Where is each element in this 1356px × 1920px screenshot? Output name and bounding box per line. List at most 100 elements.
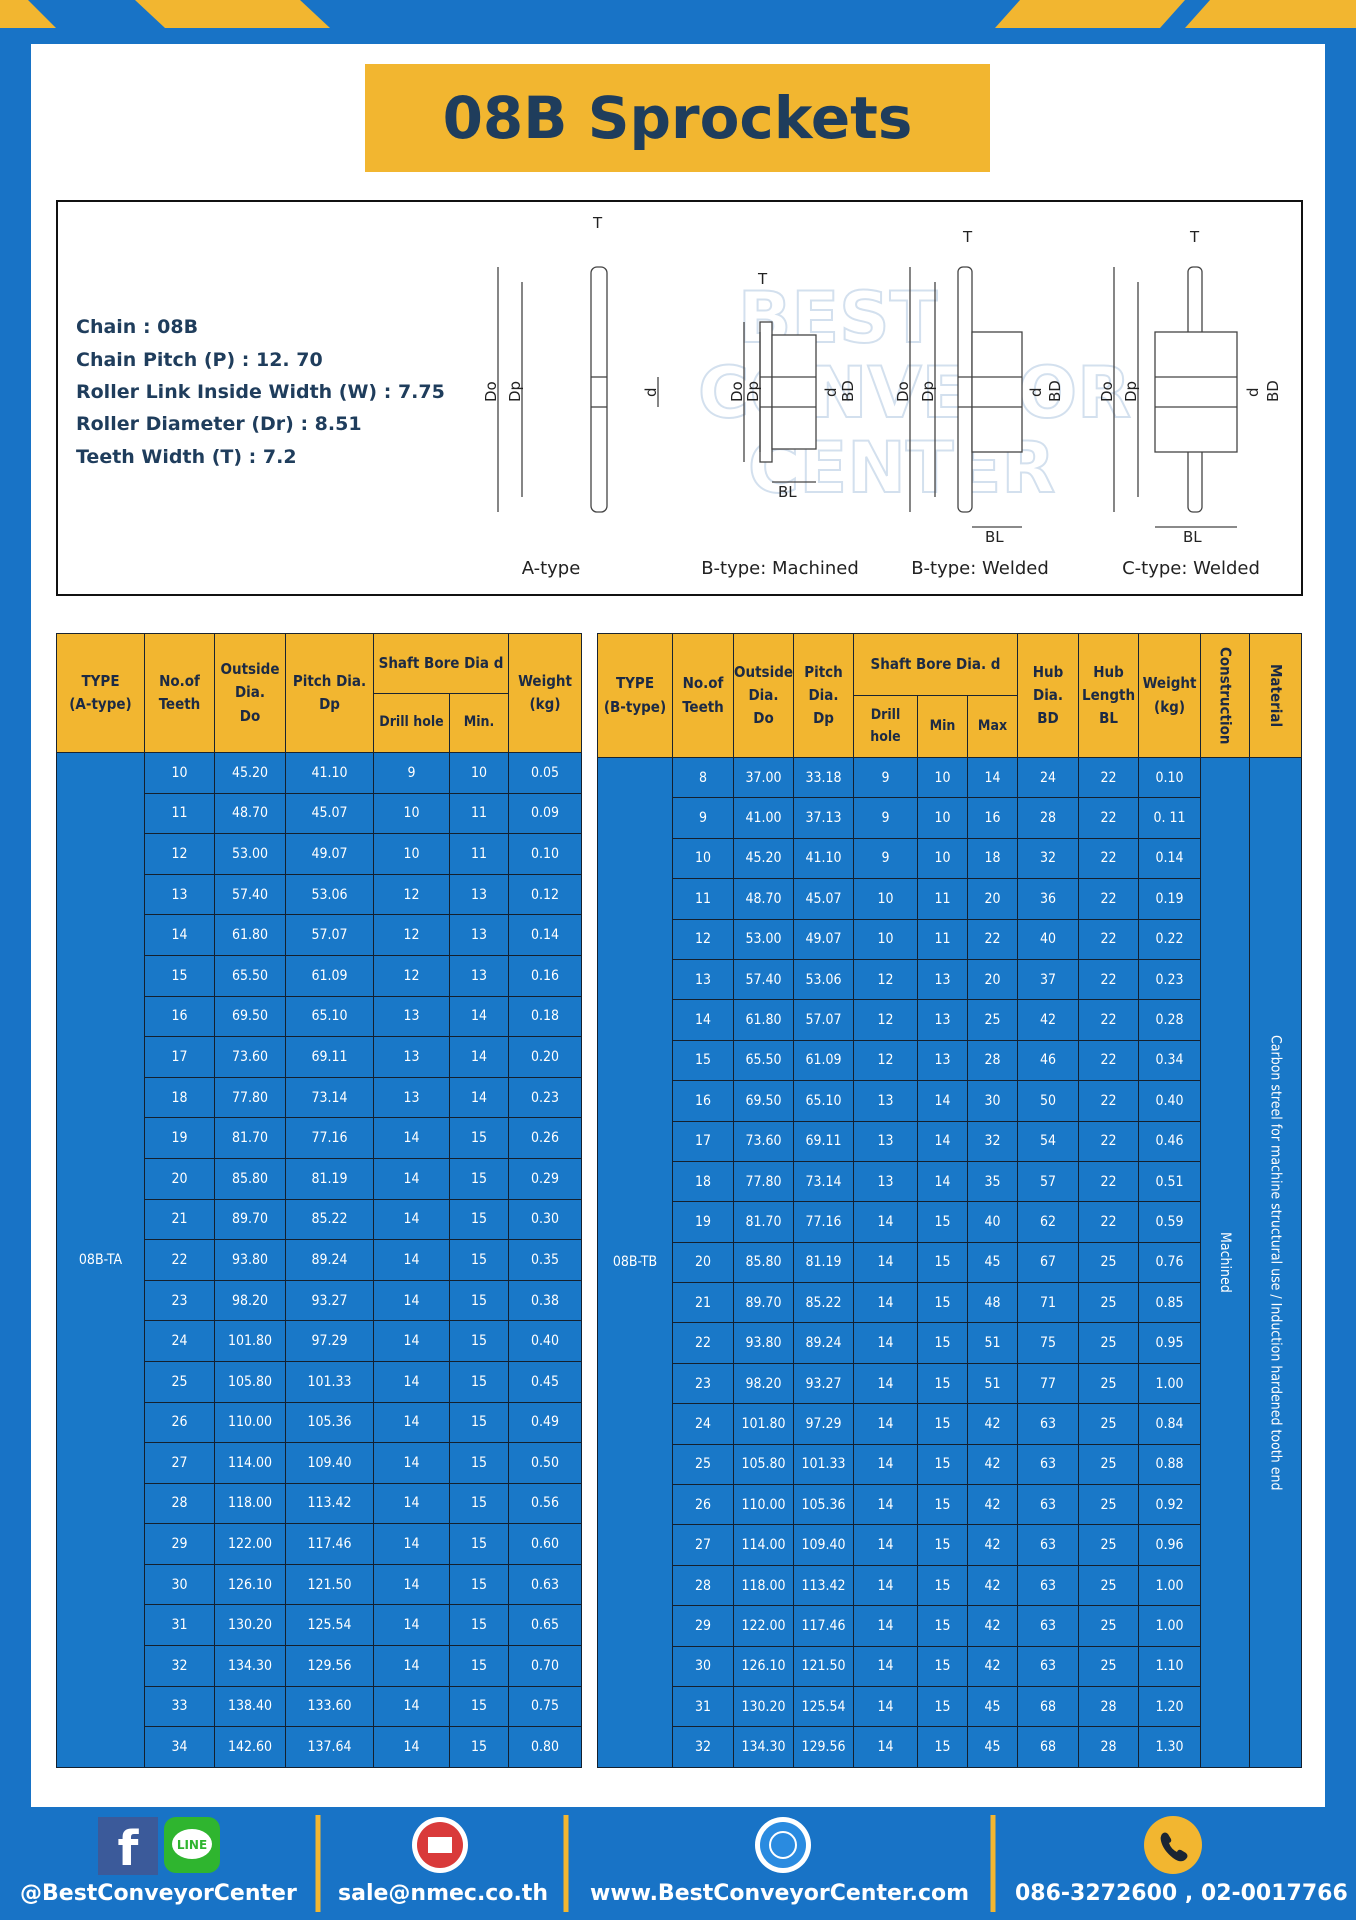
data-cell: 53.00 — [733, 918, 794, 960]
data-cell: 15 — [449, 1442, 509, 1484]
data-cell: 15 — [917, 1564, 968, 1607]
data-cell: 10 — [853, 918, 918, 960]
data-cell: 37 — [1017, 958, 1080, 1001]
data-cell: 14 — [917, 1120, 968, 1162]
data-cell: 89.24 — [285, 1239, 374, 1281]
data-cell: 0.75 — [508, 1685, 582, 1728]
header-text: BL — [1099, 709, 1118, 728]
data-cell: 0.10 — [508, 833, 582, 875]
data-cell: 73.60 — [733, 1120, 794, 1162]
dim-label: T — [962, 228, 973, 246]
header-text: Dia. — [808, 685, 839, 704]
data-cell: 98.20 — [733, 1362, 794, 1405]
data-cell: 37.00 — [733, 756, 794, 799]
data-cell: 1.00 — [1138, 1605, 1202, 1647]
data-row: 16 69.50 65.10 13 14 0.18 — [57, 995, 582, 1038]
header-text: Weight — [518, 671, 572, 690]
data-cell: 48.70 — [733, 878, 794, 920]
dim-label: Do — [1098, 381, 1116, 402]
data-cell: 28 — [144, 1482, 215, 1525]
data-cell: 15 — [917, 1605, 968, 1647]
data-cell: 97.29 — [793, 1403, 854, 1445]
data-cell: 65.10 — [285, 995, 374, 1038]
data-cell: 0.45 — [508, 1360, 582, 1403]
data-row: 27 114.00 109.40 14 15 0.50 — [57, 1442, 582, 1484]
header-text: Hub — [1032, 662, 1064, 681]
header-text: Pitch Dia. — [292, 671, 367, 690]
data-cell: 14 — [373, 1563, 450, 1606]
data-row: 21 89.70 85.22 14 15 0.30 — [57, 1198, 582, 1241]
data-cell: 49.07 — [793, 918, 854, 960]
data-cell: 10 — [917, 797, 968, 839]
data-cell: 134.30 — [214, 1645, 286, 1687]
data-cell: 48 — [966, 1282, 1019, 1324]
data-cell: 13 — [853, 1120, 918, 1162]
data-row: 31 130.20 125.54 14 15 45 68 28 1.20 — [598, 1685, 1302, 1728]
data-cell: 14 — [853, 1362, 918, 1405]
data-cell: 45 — [966, 1241, 1019, 1284]
material-cell: Carbon streel for machine structural use… — [1249, 757, 1303, 1768]
data-cell: 14 — [373, 1523, 450, 1565]
data-cell: 133.60 — [285, 1685, 374, 1728]
data-cell: 9 — [853, 837, 918, 880]
data-cell: 42 — [966, 1605, 1019, 1647]
data-cell: 50 — [1017, 1080, 1080, 1122]
header-text: Dia. — [234, 683, 266, 702]
data-cell: 45 — [966, 1685, 1019, 1728]
data-cell: 26 — [144, 1401, 215, 1444]
data-cell: 0.38 — [508, 1279, 582, 1322]
table-a-type: TYPE (A-type) No.of Teeth Outside Dia. Do Pitch… — [56, 633, 582, 1768]
data-cell: 28 — [1017, 797, 1080, 839]
data-cell: 11 — [672, 878, 734, 920]
data-row: 18 77.80 73.14 13 14 0.23 — [57, 1076, 582, 1119]
spec: Chain Pitch (P) : 12. 70 — [76, 349, 323, 371]
data-cell: 14 — [373, 1320, 450, 1362]
data-cell: 1.00 — [1138, 1564, 1202, 1607]
header-text: Length — [1081, 685, 1136, 704]
data-cell: 10 — [672, 837, 734, 880]
data-cell: 14 — [853, 1685, 918, 1728]
data-cell: 121.50 — [285, 1563, 374, 1606]
data-cell: 25 — [966, 999, 1019, 1041]
header-text: TYPE — [81, 671, 120, 690]
header-text: Teeth — [682, 697, 724, 716]
data-cell: 0.05 — [508, 752, 582, 794]
data-cell: 125.54 — [285, 1604, 374, 1647]
data-cell: 48.70 — [214, 792, 286, 835]
data-cell: 0.51 — [1138, 1160, 1202, 1203]
dim-label: BD — [1046, 380, 1064, 402]
data-cell: 122.00 — [733, 1605, 794, 1647]
data-cell: 0.29 — [508, 1157, 582, 1200]
data-cell: 14 — [853, 1241, 918, 1284]
data-cell: 12 — [373, 873, 450, 916]
data-cell: 0.50 — [508, 1442, 582, 1484]
data-cell: 101.33 — [285, 1360, 374, 1403]
data-cell: 25 — [1078, 1362, 1140, 1405]
header-cell: Max — [966, 695, 1019, 758]
data-cell: 1.30 — [1138, 1726, 1202, 1768]
data-cell: 62 — [1017, 1201, 1080, 1243]
data-cell: 61.80 — [733, 999, 794, 1041]
dim-label: d — [822, 387, 840, 397]
data-cell: 13 — [853, 1160, 918, 1203]
header-text: Do — [753, 709, 774, 728]
header-row: TYPE (B-type) No.of Teeth Outside Dia. Do Pitch… — [597, 633, 1303, 758]
header-text: Weight — [1142, 674, 1197, 693]
header-cell: No.of Teeth — [144, 633, 215, 753]
data-cell: 114.00 — [214, 1442, 286, 1484]
page-title: 08B Sprockets — [365, 64, 990, 172]
data-cell: 24 — [144, 1320, 215, 1362]
data-cell: 14 — [853, 1201, 918, 1243]
data-cell: 12 — [373, 914, 450, 956]
data-cell: 134.30 — [733, 1726, 794, 1768]
header-cell: Min. — [449, 692, 509, 753]
data-cell: 20 — [966, 958, 1019, 1001]
data-cell: 81.19 — [285, 1157, 374, 1200]
data-cell: 35 — [966, 1160, 1019, 1203]
header-text: (kg) — [1154, 697, 1185, 716]
header-text: Dp — [813, 709, 834, 728]
data-cell: 22 — [1078, 1039, 1140, 1082]
header-text: Teeth — [158, 695, 201, 713]
data-cell: 11 — [144, 792, 215, 835]
